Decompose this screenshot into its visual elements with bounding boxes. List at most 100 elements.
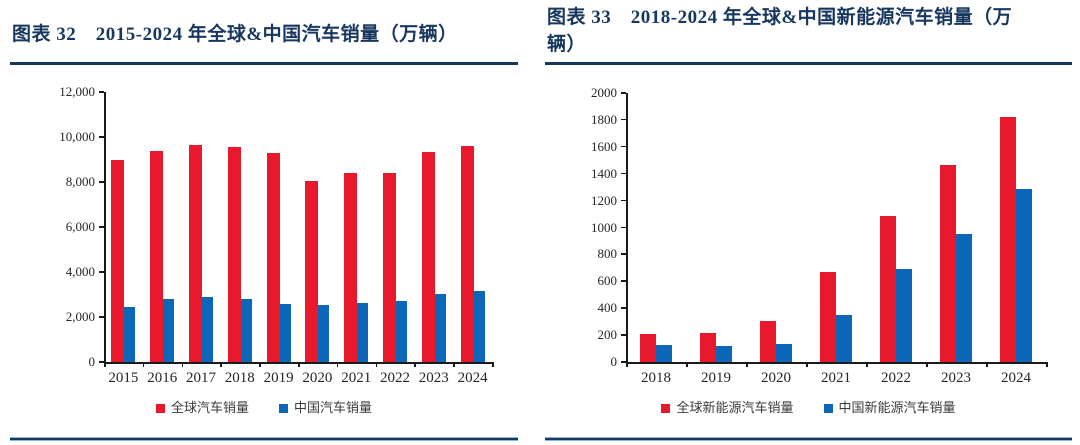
figure-33-legend: 全球新能源汽车销量 中国新能源汽车销量 [545, 398, 1072, 418]
y-tick [621, 118, 626, 121]
legend-swatch-icon [279, 403, 288, 413]
bar-series1-2024 [460, 145, 474, 362]
x-tick-label: 2023 [418, 370, 449, 386]
x-tick [866, 362, 868, 367]
figure-33-panel: 图表 33 2018-2024 年全球&中国新能源汽车销量（万 辆） 0 200 4… [545, 0, 1072, 445]
y-tick-label: 12,000 [59, 84, 95, 99]
bar-series1-2019 [700, 333, 716, 362]
x-tick [336, 362, 339, 367]
bar-series1-2020 [305, 181, 319, 362]
y-tick [621, 145, 626, 148]
legend-label: 全球新能源汽车销量 [676, 400, 794, 415]
bar-series2-2018 [240, 298, 252, 362]
y-tick-label: 2000 [591, 85, 617, 100]
legend-swatch-icon [661, 403, 671, 413]
figure-32-title-underline [10, 62, 518, 65]
y-tick-label: 2,000 [65, 309, 95, 324]
x-tick [375, 362, 378, 367]
y-axis-line [626, 93, 628, 364]
x-tick [986, 362, 988, 367]
y-tick [621, 334, 626, 336]
x-tick-label: 2024 [457, 370, 488, 386]
bar-series1-2016 [150, 150, 164, 362]
x-tick [104, 362, 106, 367]
y-tick-label: 8,000 [65, 174, 95, 189]
y-tick-label: 0 [88, 354, 96, 369]
x-tick-label: 2023 [941, 370, 971, 386]
x-tick [806, 362, 808, 367]
x-tick-label: 2017 [186, 370, 216, 386]
bar-series2-2015 [124, 306, 136, 362]
y-tick-label: 1200 [591, 192, 617, 208]
x-tick-label: 2022 [881, 370, 911, 386]
x-axis-line [626, 362, 1048, 364]
legend-item: 全球汽车销量 [155, 401, 249, 415]
figure-33-title-underline [545, 62, 1072, 65]
figure-32-bottom-divider [10, 437, 518, 441]
x-tick [1046, 362, 1048, 367]
bar-series1-2023 [940, 164, 956, 362]
y-tick [621, 361, 626, 363]
y-tick [99, 316, 104, 318]
x-tick [181, 362, 184, 367]
legend-swatch-icon [823, 403, 833, 413]
x-tick [414, 362, 416, 367]
bar-series2-2023 [956, 234, 972, 362]
bar-series2-2022 [896, 269, 912, 362]
x-tick-label: 2020 [302, 370, 333, 386]
y-tick-label: 10,000 [59, 129, 95, 144]
y-tick-label: 800 [597, 246, 618, 262]
bar-series2-2024 [473, 291, 485, 362]
y-tick [621, 280, 626, 282]
bar-series2-2022 [396, 301, 407, 362]
x-tick [453, 362, 455, 367]
x-tick [142, 362, 145, 367]
bar-series1-2019 [266, 152, 280, 362]
bar-series1-2015 [111, 160, 125, 362]
figure-32-title: 图表 32 2015-2024 年全球&中国汽车销量（万辆） [12, 0, 518, 48]
legend-item: 中国新能源汽车销量 [823, 400, 956, 415]
x-tick [220, 362, 222, 367]
x-tick-label: 2018 [641, 370, 671, 386]
bar-series1-2022 [383, 173, 396, 362]
y-tick-label: 4,000 [65, 264, 95, 279]
x-tick [626, 362, 628, 367]
figure-33-bar-chart: 0 200 400 600 800 1000 1200 1400 1600 1800 2000 201… [545, 64, 1072, 400]
y-tick-label: 600 [597, 273, 618, 289]
x-tick-label: 2018 [224, 370, 255, 386]
bar-series2-2021 [357, 302, 369, 362]
y-tick-label: 1800 [591, 111, 617, 127]
y-axis-line [104, 92, 106, 364]
y-tick [621, 226, 626, 228]
y-tick-label: 200 [597, 327, 618, 343]
bar-series1-2021 [344, 172, 358, 362]
y-tick [621, 253, 626, 255]
bar-series1-2022 [880, 216, 896, 362]
y-tick-label: 1000 [591, 219, 617, 235]
bar-series2-2020 [776, 343, 792, 362]
y-tick-label: 0 [610, 354, 618, 369]
y-tick [99, 271, 104, 273]
bar-series2-2023 [434, 294, 446, 362]
y-tick [621, 172, 626, 175]
y-tick [99, 136, 104, 138]
bar-series2-2024 [1016, 188, 1032, 362]
x-tick [298, 362, 300, 367]
y-tick [621, 92, 626, 94]
x-tick-label: 2022 [380, 370, 410, 386]
x-tick-label: 2019 [701, 370, 731, 386]
bar-series2-2018 [656, 345, 672, 362]
bar-series2-2019 [279, 303, 291, 362]
x-tick-label: 2024 [1001, 370, 1031, 386]
bar-series2-2021 [836, 314, 852, 362]
y-tick-label: 1600 [591, 138, 617, 154]
figure-33-title: 图表 33 2018-2024 年全球&中国新能源汽车销量（万 辆） [547, 0, 1072, 58]
figure-33-bottom-divider [545, 437, 1072, 441]
y-tick [621, 199, 626, 202]
y-tick-label: 1400 [591, 165, 617, 181]
figure-32-legend: 全球汽车销量 中国汽车销量 [10, 398, 518, 418]
legend-label: 中国新能源汽车销量 [838, 400, 956, 415]
x-tick [492, 362, 494, 367]
figure-32-title-text: 图表 32 2015-2024 年全球&中国汽车销量（万辆） [12, 24, 458, 45]
